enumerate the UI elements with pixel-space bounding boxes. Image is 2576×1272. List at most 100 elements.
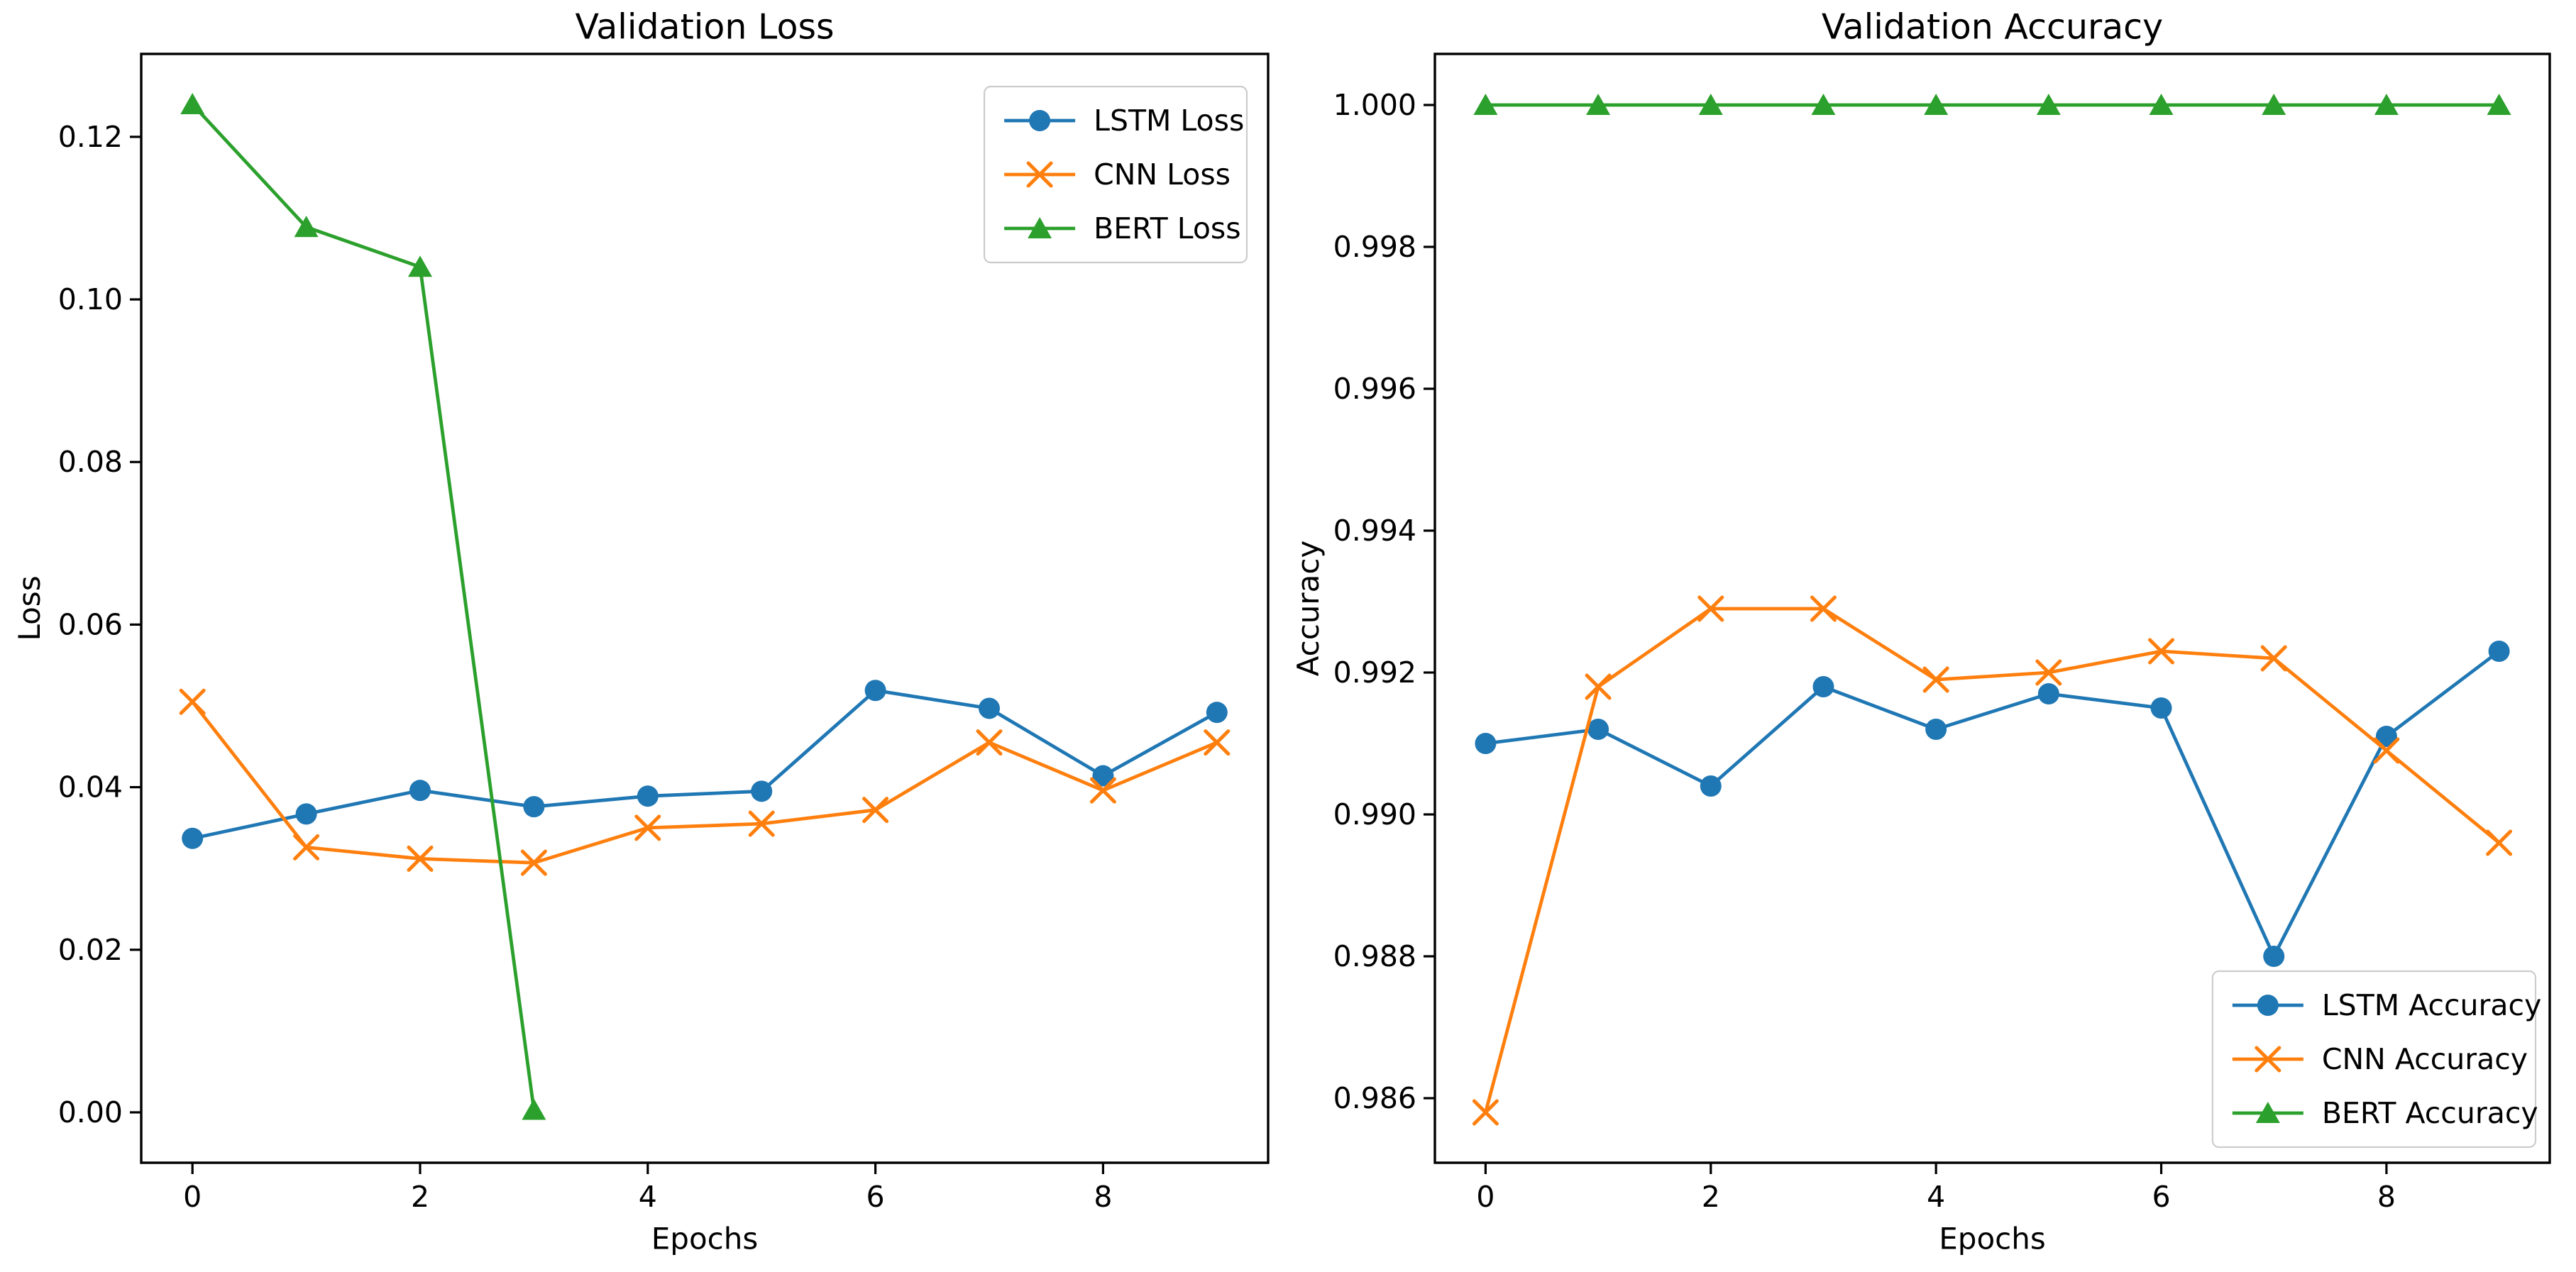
x-marker <box>2373 737 2400 764</box>
y-tick-label: 1.000 <box>1333 88 1416 122</box>
chart-title: Validation Loss <box>575 7 834 48</box>
y-tick-label: 0.12 <box>58 120 123 154</box>
y-tick-label: 0.996 <box>1333 372 1416 406</box>
circle-marker <box>1092 765 1114 787</box>
x-marker <box>2260 645 2287 672</box>
y-tick-label: 0.06 <box>58 607 123 641</box>
legend-box <box>2211 970 2537 1149</box>
circle-marker <box>1475 733 1497 754</box>
x-axis-label: Epochs <box>651 1222 759 1256</box>
x-tick-label: 0 <box>183 1180 202 1214</box>
circle-marker <box>295 803 317 825</box>
x-marker <box>2035 659 2062 686</box>
circle-marker <box>2375 726 2397 747</box>
y-tick-label: 0.994 <box>1333 514 1416 548</box>
triangle-marker <box>2036 94 2061 115</box>
x-marker <box>2148 638 2175 665</box>
triangle-marker <box>2262 94 2286 115</box>
chart-title: Validation Accuracy <box>1822 7 2163 48</box>
x-axis-label: Epochs <box>1939 1222 2046 1256</box>
legend-label: BERT Loss <box>1094 211 1241 245</box>
cnn-loss-series <box>179 688 1231 876</box>
y-tick-label: 0.986 <box>1333 1081 1416 1115</box>
legend-x-marker <box>1026 161 1053 188</box>
y-tick-label: 0.990 <box>1333 797 1416 831</box>
x-tick-label: 4 <box>1927 1180 1945 1214</box>
x-marker <box>2486 829 2513 856</box>
circle-marker <box>523 796 545 818</box>
x-marker <box>748 810 775 837</box>
series-line <box>190 688 1219 841</box>
y-axis-label: Loss <box>12 575 47 641</box>
x-tick-label: 0 <box>1476 1180 1495 1214</box>
x-marker <box>293 834 320 861</box>
circle-marker <box>409 780 431 802</box>
x-marker <box>1204 729 1231 756</box>
x-marker <box>976 729 1003 756</box>
x-marker <box>1089 777 1116 804</box>
legend-label: CNN Accuracy <box>2322 1042 2528 1076</box>
triangle-marker <box>1586 94 1611 115</box>
legend-circle-marker <box>2257 995 2279 1016</box>
circle-marker <box>2037 683 2059 704</box>
legend-label: LSTM Accuracy <box>2322 988 2542 1022</box>
legend-label: LSTM Loss <box>1094 104 1244 138</box>
circle-marker <box>1812 676 1834 697</box>
triangle-marker <box>2487 94 2511 115</box>
legend-x-marker <box>2255 1046 2281 1073</box>
series-line <box>190 699 1219 865</box>
circle-marker <box>1206 702 1228 724</box>
circle-marker <box>2150 697 2172 719</box>
circle-marker <box>1925 719 1947 740</box>
axes-spines <box>140 52 1270 1164</box>
series-line <box>1484 607 2501 1115</box>
y-tick-label: 0.04 <box>58 770 123 804</box>
x-marker <box>1922 666 1949 693</box>
bert-loss-series <box>180 93 546 1120</box>
legend-label: BERT Accuracy <box>2322 1096 2538 1130</box>
triangle-marker <box>294 216 319 238</box>
triangle-marker <box>1924 94 1949 115</box>
x-marker <box>1697 595 1724 622</box>
y-tick-label: 0.08 <box>58 445 123 479</box>
bert-accuracy-series <box>1473 94 2511 115</box>
lstm-loss-series <box>182 680 1228 849</box>
series-line <box>1484 649 2501 958</box>
cnn-accuracy-series <box>1472 595 2513 1126</box>
x-marker <box>634 814 661 841</box>
triangle-marker <box>180 93 205 115</box>
x-tick-label: 6 <box>2152 1180 2170 1214</box>
triangle-marker <box>1698 94 1723 115</box>
triangle-marker <box>1811 94 1836 115</box>
circle-marker <box>864 680 886 702</box>
x-tick-label: 2 <box>1702 1180 1720 1214</box>
x-marker <box>179 688 206 715</box>
x-marker <box>520 849 547 876</box>
y-axis-label: Accuracy <box>1291 541 1326 677</box>
circle-marker <box>182 827 204 849</box>
y-tick-label: 0.10 <box>58 282 123 316</box>
circle-marker <box>751 780 773 802</box>
triangle-marker <box>522 1098 546 1120</box>
triangle-marker <box>407 255 432 277</box>
legend-box <box>984 85 1248 264</box>
y-tick-label: 0.992 <box>1333 656 1416 690</box>
axes-spines <box>1433 52 2551 1164</box>
legend-label: CNN Loss <box>1094 157 1231 192</box>
validation-accuracy-chart: Validation Accuracy 0 2 4 6 8 0.986 0.988 0.990 0… <box>1291 7 2551 1256</box>
y-tick-label: 0.998 <box>1333 230 1416 264</box>
y-tick-label: 0.02 <box>58 933 123 967</box>
lstm-accuracy-series <box>1475 641 2510 967</box>
x-tick-label: 8 <box>1094 1180 1112 1214</box>
legend: LSTM Loss CNN Loss BERT Loss <box>984 85 1248 264</box>
circle-marker <box>1700 775 1722 797</box>
legend-circle-marker <box>1029 110 1051 131</box>
y-tick-label: 0.988 <box>1333 939 1416 973</box>
x-marker <box>1472 1099 1499 1126</box>
circle-marker <box>1587 719 1609 740</box>
triangle-marker <box>2149 94 2174 115</box>
x-tick-label: 6 <box>866 1180 885 1214</box>
triangle-marker <box>1473 94 1498 115</box>
